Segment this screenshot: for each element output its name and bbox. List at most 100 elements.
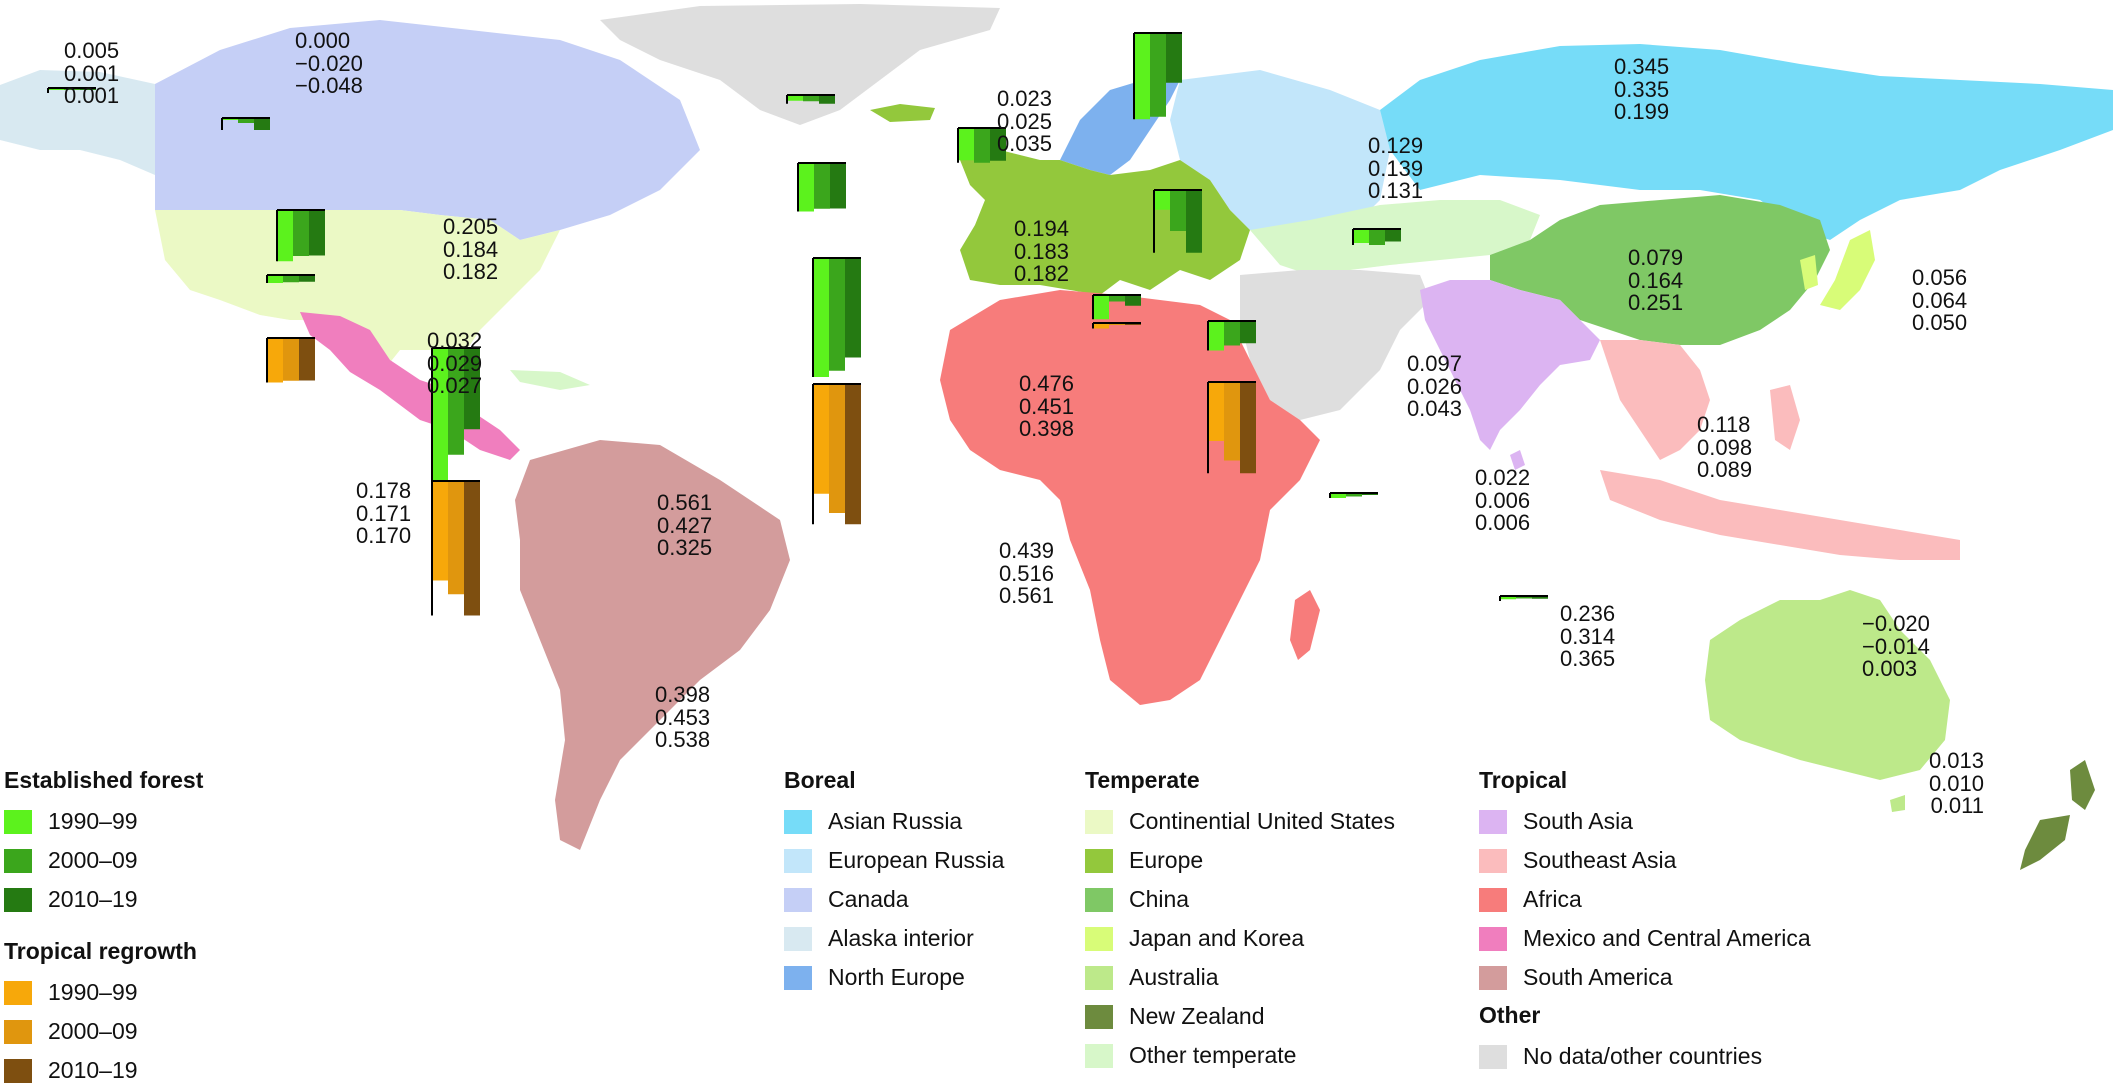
legend-other-title: Other [1479, 1002, 1541, 1028]
swatch [1479, 887, 1507, 912]
legend-item: Alaska interior [784, 919, 1004, 958]
bar [958, 128, 974, 161]
bar [448, 348, 464, 455]
region-iceland [870, 104, 935, 122]
bar [845, 384, 861, 525]
values-alaska: 0.005 0.001 0.001 [64, 38, 120, 108]
bar [829, 258, 845, 371]
swatch [784, 926, 812, 951]
legend-item: New Zealand [1085, 997, 1395, 1036]
values-south-asia-regrowth: 0.022 0.006 0.006 [1475, 465, 1531, 535]
legend-label: Southeast Asia [1523, 847, 1677, 873]
bar-group [1329, 492, 1378, 498]
bar-group [47, 87, 96, 93]
region-madagascar [1290, 590, 1320, 660]
bar-group [812, 383, 861, 525]
legend-tropical: Tropical South Asia Southeast Asia Afric… [1479, 766, 1811, 1076]
legend-item: Australia [1085, 958, 1395, 997]
bar-group [431, 480, 480, 616]
legend-item: Japan and Korea [1085, 919, 1395, 958]
legend-item: No data/other countries [1479, 1037, 1811, 1076]
values-continental-us: 0.205 0.184 0.182 [443, 214, 499, 284]
bar [309, 210, 325, 256]
region-japan [1820, 230, 1875, 310]
region-new-zealand [2070, 760, 2095, 810]
swatch [1085, 1004, 1113, 1029]
swatch [784, 848, 812, 873]
bar [813, 258, 829, 377]
bar [254, 118, 270, 130]
swatch [784, 887, 812, 912]
legend-established-2010: 2010–19 [4, 880, 203, 919]
region-new-zealand-south [2020, 815, 2070, 870]
legend-label: North Europe [828, 964, 965, 990]
legend-item: Canada [784, 880, 1004, 919]
bar [1240, 321, 1256, 344]
bar [299, 275, 315, 282]
legend-regrowth-title: Tropical regrowth [4, 938, 197, 964]
bar-group [276, 209, 325, 262]
legend-item: South America [1479, 958, 1811, 997]
swatch [1085, 848, 1113, 873]
bar-group [1499, 595, 1548, 601]
legend-regrowth-2010: 2010–19 [4, 1051, 203, 1090]
swatch [4, 848, 32, 873]
values-south-america-established: 0.561 0.427 0.325 [657, 490, 713, 560]
region-caribbean [510, 370, 590, 390]
bar-group [266, 337, 315, 383]
legend-regrowth-1990: 1990–99 [4, 973, 203, 1012]
bar-group [812, 257, 861, 377]
legend-label: Canada [828, 886, 909, 912]
values-europe: 0.194 0.183 0.182 [1013, 216, 1069, 286]
swatch [1085, 887, 1113, 912]
bar [432, 348, 448, 489]
bar-group [786, 94, 835, 104]
swatch [1085, 926, 1113, 951]
bar [990, 128, 1006, 161]
region-australia [1705, 590, 1950, 780]
legend-label: 2010–19 [48, 1057, 138, 1083]
bar [267, 338, 283, 383]
values-mexico-established: 0.032 0.029 0.027 [427, 328, 483, 398]
bar-group [1133, 32, 1182, 120]
values-south-america-regrowth: 0.398 0.453 0.538 [655, 682, 711, 752]
legend-item: Mexico and Central America [1479, 919, 1811, 958]
swatch [1479, 1044, 1507, 1069]
region-asian-russia [1380, 44, 2113, 240]
bar [299, 338, 315, 381]
values-asian-russia: 0.345 0.335 0.199 [1614, 54, 1670, 124]
swatch [1085, 965, 1113, 990]
legend-label: New Zealand [1129, 1003, 1265, 1029]
legend-label: Africa [1523, 886, 1582, 912]
region-sri-lanka [1510, 450, 1525, 470]
legend-label: Other temperate [1129, 1042, 1297, 1068]
region-european-russia [1170, 70, 1390, 250]
bar [1093, 323, 1109, 329]
bar-group [1092, 294, 1141, 320]
legend-label: Asian Russia [828, 808, 963, 834]
bar-group [797, 162, 846, 212]
bar [277, 210, 293, 262]
bar [1170, 190, 1186, 231]
legend-label: European Russia [828, 847, 1005, 873]
bar [1134, 33, 1150, 120]
legend-established-2000: 2000–09 [4, 841, 203, 880]
bar-group [1092, 322, 1141, 329]
bar [1224, 321, 1240, 346]
swatch [1085, 809, 1113, 834]
swatch [1085, 1043, 1113, 1068]
region-canada [155, 20, 700, 240]
region-greenland [600, 4, 1000, 125]
bar [829, 384, 845, 513]
bar [1154, 190, 1170, 210]
region-alaska [0, 70, 155, 175]
region-indonesia [1600, 470, 1960, 560]
region-south-asia [1420, 280, 1600, 450]
legend-item: Southeast Asia [1479, 841, 1811, 880]
bar [974, 128, 990, 163]
legend-label: Mexico and Central America [1523, 925, 1811, 951]
bar [293, 210, 309, 256]
values-european-russia: 0.129 0.139 0.131 [1368, 133, 1424, 203]
region-middle-east [1240, 270, 1430, 420]
